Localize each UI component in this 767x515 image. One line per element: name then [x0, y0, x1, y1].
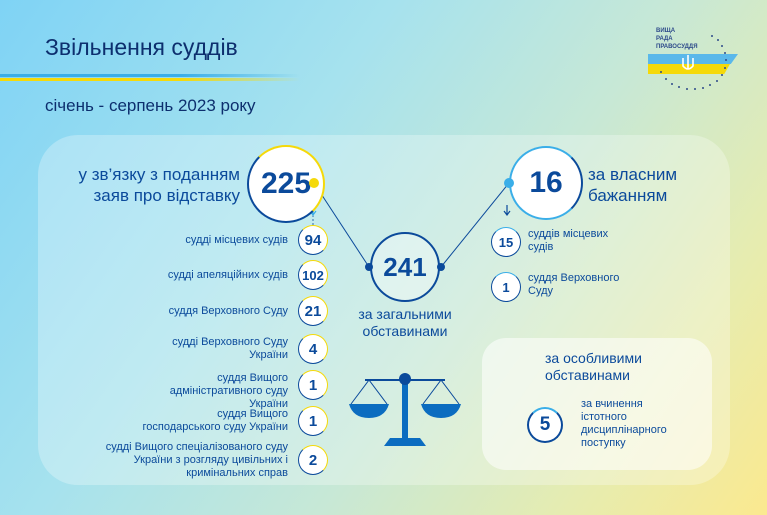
own-will-total: 16 — [509, 146, 583, 220]
special-box — [482, 338, 712, 470]
general-label: за загальними обставинами — [358, 306, 452, 339]
resignation-item-value: 4 — [298, 334, 328, 364]
own-will-value: 1 — [491, 272, 521, 302]
own-will-value: 15 — [491, 227, 521, 257]
page-title: Звільнення суддів — [45, 34, 238, 60]
resignation-item-label: судді Верховного Суду України — [172, 336, 288, 361]
yellow-stripe — [0, 78, 300, 81]
resignation-item-value: 1 — [298, 370, 328, 400]
special-item-label: за вчинення істотного дисциплінарного по… — [581, 398, 667, 449]
resignation-item-value: 94 — [298, 225, 328, 255]
yellow-dot — [309, 178, 319, 188]
special-label: за особливими обставинами — [545, 350, 642, 383]
resignation-item-label: судді Вищого спеціалізованого суду Украї… — [105, 440, 288, 479]
special-value: 5 — [527, 407, 563, 443]
blue-stripe — [0, 74, 300, 77]
resignation-item-label: суддя Верховного Суду — [168, 304, 288, 317]
general-total: 241 — [370, 232, 440, 302]
trident-icon — [660, 35, 727, 90]
resignation-item-label: судді місцевих судів — [185, 233, 288, 246]
logo: ВИЩА РАДА ПРАВОСУДДЯ — [648, 22, 738, 92]
scales-icon — [349, 373, 461, 446]
logo-text: РАДА — [656, 36, 673, 42]
resignation-item-label: суддя Вищого господарського суду України — [142, 408, 288, 433]
resignation-item-label: суддя Вищого адміністративного суду Укра… — [169, 372, 288, 410]
light-blue-dot — [504, 178, 514, 188]
resignation-label: у зв’язку з поданням заяв про відставку — [78, 165, 240, 205]
own-will-item-label: суддя Верховного Суду — [528, 272, 620, 297]
node-dot — [365, 263, 373, 271]
resignation-item-value: 21 — [298, 296, 328, 326]
logo-text: ПРАВОСУДДЯ — [656, 44, 698, 50]
resignation-item-label: судді апеляційних судів — [167, 268, 288, 281]
resignation-item-value: 102 — [298, 260, 328, 290]
own-will-item-label: суддів місцевих судів — [528, 228, 609, 253]
resignation-item-value: 1 — [298, 406, 328, 436]
subtitle: січень - серпень 2023 року — [45, 96, 256, 115]
resignation-item-value: 2 — [298, 445, 328, 475]
logo-text: ВИЩА — [656, 28, 676, 34]
node-dot — [437, 263, 445, 271]
own-will-label: за власним бажанням — [588, 165, 678, 205]
